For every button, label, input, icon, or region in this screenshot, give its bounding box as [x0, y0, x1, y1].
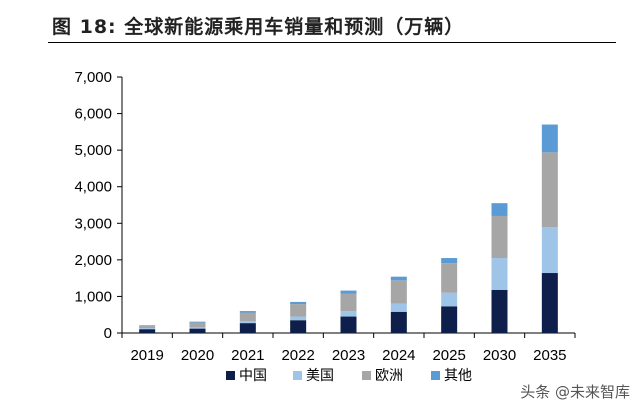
legend-swatch-美国 [293, 371, 302, 380]
bar-segment-2035-美国 [541, 227, 558, 274]
x-tick-label: 2025 [432, 347, 465, 364]
title-bar: 图 18: 全球新能源乘用车销量和预测（万辆） [48, 8, 616, 43]
bar-segment-2035-中国 [541, 273, 558, 333]
bar-segment-2025-欧洲 [441, 263, 458, 293]
y-tick-label: 6,000 [74, 106, 112, 123]
bar-segment-2030-美国 [491, 258, 508, 290]
y-tick-label: 3,000 [74, 215, 112, 232]
legend-label-美国: 美国 [306, 368, 334, 384]
bar-segment-2024-中国 [390, 311, 407, 333]
plot-area: 0 1,000 2,000 3,000 4,000 5,000 6,000 7,000 2019… [74, 69, 576, 364]
bar-segment-2030-其他 [491, 203, 508, 216]
bar-segment-2023-欧洲 [340, 293, 357, 312]
bar-segment-2023-中国 [340, 316, 357, 333]
bar-segment-2020-美国 [189, 327, 206, 329]
y-tick-label: 2,000 [74, 252, 112, 269]
bar-segment-2030-欧洲 [491, 215, 508, 259]
bar-segment-2025-美国 [441, 292, 458, 307]
bar-segment-2024-欧洲 [390, 280, 407, 304]
bar-segment-2023-其他 [340, 290, 357, 294]
x-tick-label: 2019 [130, 347, 163, 364]
x-tick-label: 2035 [533, 347, 566, 364]
y-tick-label: 7,000 [74, 69, 112, 86]
bar-segment-2025-其他 [441, 258, 458, 264]
legend: 中国 美国 欧洲 其他 [226, 368, 472, 384]
legend-swatch-其他 [431, 371, 440, 380]
bar-segment-2020-中国 [189, 328, 206, 333]
x-tick-label: 2022 [281, 347, 314, 364]
y-tick-label: 4,000 [74, 179, 112, 196]
bar-segment-2022-其他 [290, 301, 307, 305]
chart-title: 图 18: 全球新能源乘用车销量和预测（万辆） [52, 16, 465, 38]
bar-segment-2030-中国 [491, 289, 508, 333]
bar-segment-2022-中国 [290, 320, 307, 333]
bar-segment-2020-其他 [189, 321, 206, 323]
bar-segment-2024-美国 [390, 303, 407, 312]
bar-segment-2023-美国 [340, 311, 357, 317]
x-tick-label: 2024 [382, 347, 415, 364]
legend-label-欧洲: 欧洲 [375, 368, 403, 384]
bar-segment-2035-欧洲 [541, 152, 558, 228]
legend-swatch-中国 [226, 371, 235, 380]
x-tick-label: 2023 [332, 347, 365, 364]
bar-segment-2022-欧洲 [290, 304, 307, 317]
bar-segment-2019-欧洲 [139, 326, 156, 329]
watermark: 头条 @未来智库 [520, 383, 630, 401]
bar-segment-2021-美国 [239, 321, 256, 324]
bar-segment-2019-中国 [139, 329, 156, 333]
y-tick-label: 0 [104, 325, 112, 342]
y-tick-label: 5,000 [74, 142, 112, 159]
bar-segment-2022-美国 [290, 316, 307, 321]
legend-label-中国: 中国 [239, 368, 267, 384]
y-tick-label: 1,000 [74, 288, 112, 305]
x-tick-label: 2030 [483, 347, 516, 364]
bar-segment-2020-欧洲 [189, 322, 206, 328]
legend-swatch-欧洲 [362, 371, 371, 380]
bar-segment-2025-中国 [441, 306, 458, 333]
bar-segment-2019-美国 [139, 328, 156, 330]
bar-segment-2021-中国 [239, 323, 256, 333]
bar-segment-2021-其他 [239, 311, 256, 313]
x-tick-label: 2021 [231, 347, 264, 364]
bar-segment-2035-其他 [541, 124, 558, 153]
bar-segment-2021-欧洲 [239, 312, 256, 322]
bar-segment-2019-其他 [139, 325, 156, 327]
legend-label-其他: 其他 [444, 368, 472, 384]
bar-segment-2024-其他 [390, 276, 407, 281]
x-tick-label: 2020 [181, 347, 214, 364]
